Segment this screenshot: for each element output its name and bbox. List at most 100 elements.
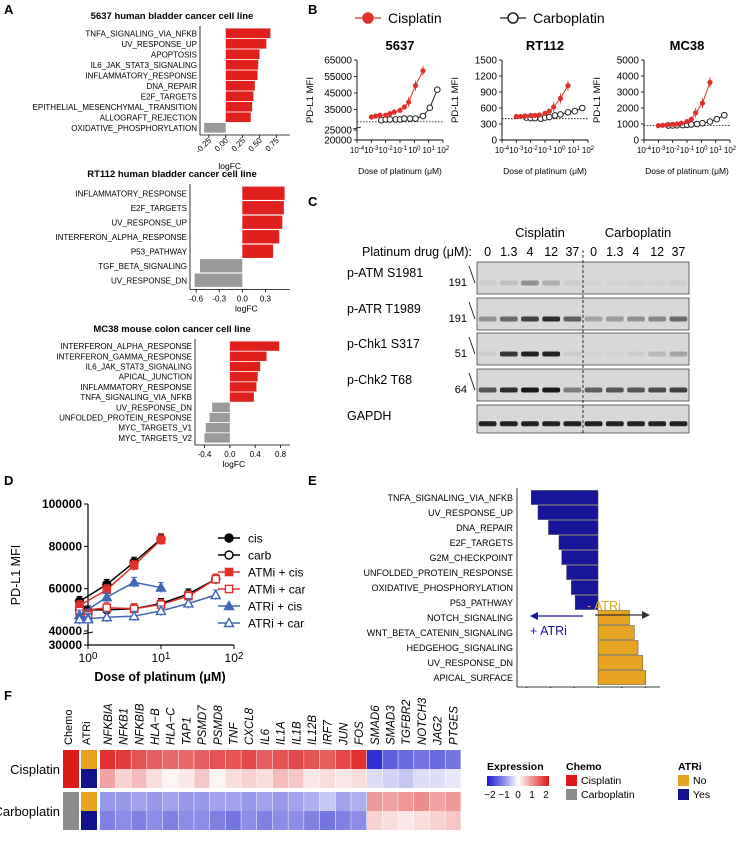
gene-label: TNF: [228, 722, 240, 745]
y-tick-label: 0: [633, 136, 639, 147]
heatmap-cell: [319, 769, 335, 788]
y-tick-label: 80000: [49, 539, 83, 553]
gene-label: NFKB1: [119, 708, 131, 745]
data-point: [82, 613, 94, 624]
mw-marker: 191: [449, 313, 467, 325]
blot-band: [563, 280, 582, 286]
heatmap-cell: [194, 792, 210, 811]
x-tick-label: 10-2: [666, 146, 681, 155]
group-label-carboplatin: Carboplatin: [605, 225, 672, 240]
x-tick-label: 100: [79, 651, 98, 665]
cisplatin-point: [420, 68, 426, 74]
heatmap-cell: [147, 769, 163, 788]
carboplatin-point: [386, 116, 394, 123]
data-point: [128, 576, 140, 587]
atri-annotation-cell: [81, 750, 97, 769]
blot-band: [669, 351, 688, 357]
term-label: INTERFERON_ALPHA_RESPONSE: [55, 233, 187, 242]
x-tick-label: 10-4: [495, 146, 510, 155]
cisplatin-point: [546, 108, 552, 114]
legend-label: ATMi + carb: [248, 583, 305, 597]
heatmap-cell: [382, 750, 398, 769]
bar: [229, 351, 267, 361]
heatmap-cell: [257, 792, 273, 811]
bar: [229, 392, 254, 402]
mw-marker-line: [468, 372, 476, 391]
cisplatin-point: [655, 123, 661, 129]
heatmap-cell: [398, 769, 414, 788]
heatmap-cell: [115, 769, 131, 788]
panel-a-subchart-2: RT112 human bladder cancer cell line INFL…: [55, 169, 290, 314]
cisplatin-point: [693, 110, 699, 116]
row-group-label-cisplatin: Cisplatin: [10, 762, 60, 777]
blot-band: [542, 421, 561, 427]
gene-label: IL1A: [276, 721, 288, 745]
gene-label: CXCL8: [244, 707, 256, 745]
y-tick-label: 1000: [617, 120, 640, 131]
blot-band: [584, 421, 603, 427]
term-label: OXIDATIVE_PHOSPHORYLATION: [71, 124, 197, 133]
carboplatin-point: [426, 104, 434, 112]
y-axis-label: PD-L1 MFI: [9, 545, 23, 605]
heatmap-cell: [241, 792, 257, 811]
blot-row: GAPDH: [347, 404, 690, 434]
x-tick-label: 0.00: [213, 136, 231, 154]
blot-band: [584, 351, 603, 357]
heatmap-cell: [445, 811, 461, 830]
heatmap-cell: [100, 750, 116, 769]
bar: [229, 361, 261, 372]
data-point: [224, 567, 234, 577]
expression-tick-label: 2: [543, 790, 549, 801]
y-tick-label: 35000: [324, 105, 352, 116]
heatmap-cell: [382, 769, 398, 788]
blot-band: [542, 351, 561, 357]
blot-band: [627, 387, 645, 393]
term-label: NOTCH_SIGNALING: [427, 613, 513, 623]
term-label: WNT_BETA_CATENIN_SIGNALING: [367, 628, 513, 638]
heatmap-cell: [351, 811, 367, 830]
term-label: APICAL_JUNCTION: [119, 373, 193, 382]
dose-label: 4: [527, 245, 534, 259]
heatmap-cell: [100, 792, 116, 811]
bar: [205, 423, 230, 433]
bar: [225, 49, 260, 60]
term-label: UV_RESPONSE_DN: [111, 276, 187, 285]
heatmap-cell: [445, 750, 461, 769]
series-line: [78, 539, 162, 615]
bar: [242, 201, 284, 215]
x-axis-label: Dose of platinum (μM): [503, 166, 587, 176]
dose-label: 0: [484, 245, 491, 259]
cisplatin-point: [412, 82, 419, 89]
blot-band: [499, 316, 518, 322]
x-tick-label: 101: [152, 651, 171, 665]
legend-marker: [507, 12, 519, 24]
data-point: [155, 604, 167, 616]
cisplatin-point: [678, 120, 684, 126]
cisplatin-point: [373, 113, 379, 119]
heatmap-cell: [225, 750, 241, 769]
heatmap-cell: [288, 769, 304, 788]
gene-label: NFKBIB: [134, 703, 146, 745]
bar: [571, 580, 599, 595]
term-label: UV_RESPONSE_DN: [116, 403, 192, 412]
gene-label: TAP1: [181, 717, 193, 745]
term-label: E2F_TARGETS: [131, 204, 187, 213]
blot-band: [648, 421, 667, 427]
legend-atri-swatch: [678, 775, 689, 786]
blot-band: [478, 387, 497, 393]
legend-label: Cisplatin: [388, 10, 442, 26]
blot-band: [669, 387, 688, 393]
bar: [225, 59, 259, 70]
carboplatin-point: [564, 108, 572, 116]
heatmap-cell: [382, 811, 398, 830]
blot-band: [521, 316, 539, 322]
axis-break: [352, 126, 362, 130]
heatmap-cell: [115, 811, 131, 830]
bar: [566, 565, 599, 580]
data-point: [73, 613, 86, 624]
plot-title: 5637: [386, 38, 415, 53]
panel-letter-c: C: [308, 194, 318, 209]
term-label: TGF_BETA_SIGNALING: [98, 262, 187, 271]
legend: cis carb ATMi + cis ATMi + carb ATRi + cis AT…: [218, 532, 305, 631]
